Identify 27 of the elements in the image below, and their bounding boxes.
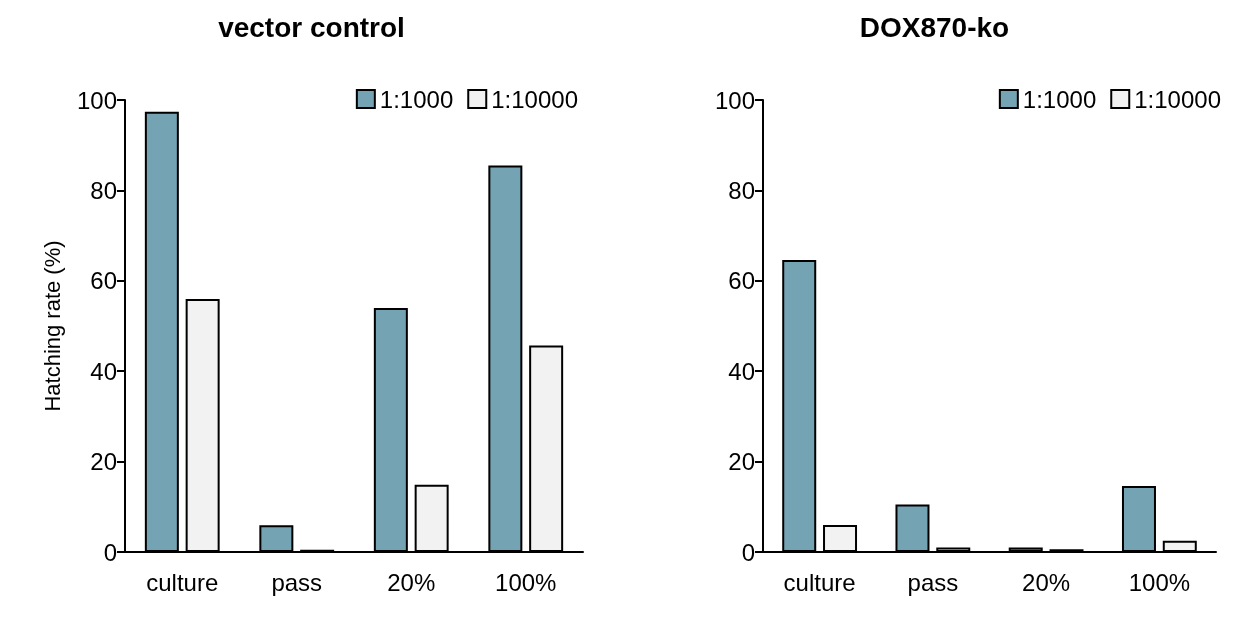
y-tick-label: 40 xyxy=(728,357,755,385)
x-tick-label: 20% xyxy=(1022,568,1071,596)
chart-title: vector control xyxy=(218,11,405,43)
y-tick-label: 80 xyxy=(90,176,117,204)
x-tick-label: 100% xyxy=(1128,568,1191,596)
x-tick-label: culture xyxy=(783,568,856,596)
y-axis-title: Hatching rate (%) xyxy=(39,240,65,412)
legend-label: 1:1000 xyxy=(1022,85,1097,113)
y-tick-label: 100 xyxy=(76,86,117,114)
x-tick-label: 100% xyxy=(495,568,557,596)
legend-label: 1:10000 xyxy=(491,85,579,113)
y-tick-label: 80 xyxy=(728,176,755,204)
y-tick-label: 20 xyxy=(90,448,117,476)
x-tick-label: pass xyxy=(907,568,959,596)
chart-title: DOX870-ko xyxy=(859,11,1010,43)
y-tick-label: 0 xyxy=(103,538,117,566)
y-tick-label: 60 xyxy=(90,267,117,295)
y-tick-label: 20 xyxy=(728,448,755,476)
x-tick-label: pass xyxy=(271,568,323,596)
y-tick-label: 40 xyxy=(90,357,117,385)
y-tick-label: 0 xyxy=(741,538,755,566)
legend-label: 1:10000 xyxy=(1134,85,1222,113)
x-tick-label: culture xyxy=(146,568,219,596)
x-tick-label: 20% xyxy=(387,568,436,596)
y-tick-label: 100 xyxy=(714,86,755,114)
legend-label: 1:1000 xyxy=(379,85,454,113)
y-tick-label: 60 xyxy=(728,267,755,295)
